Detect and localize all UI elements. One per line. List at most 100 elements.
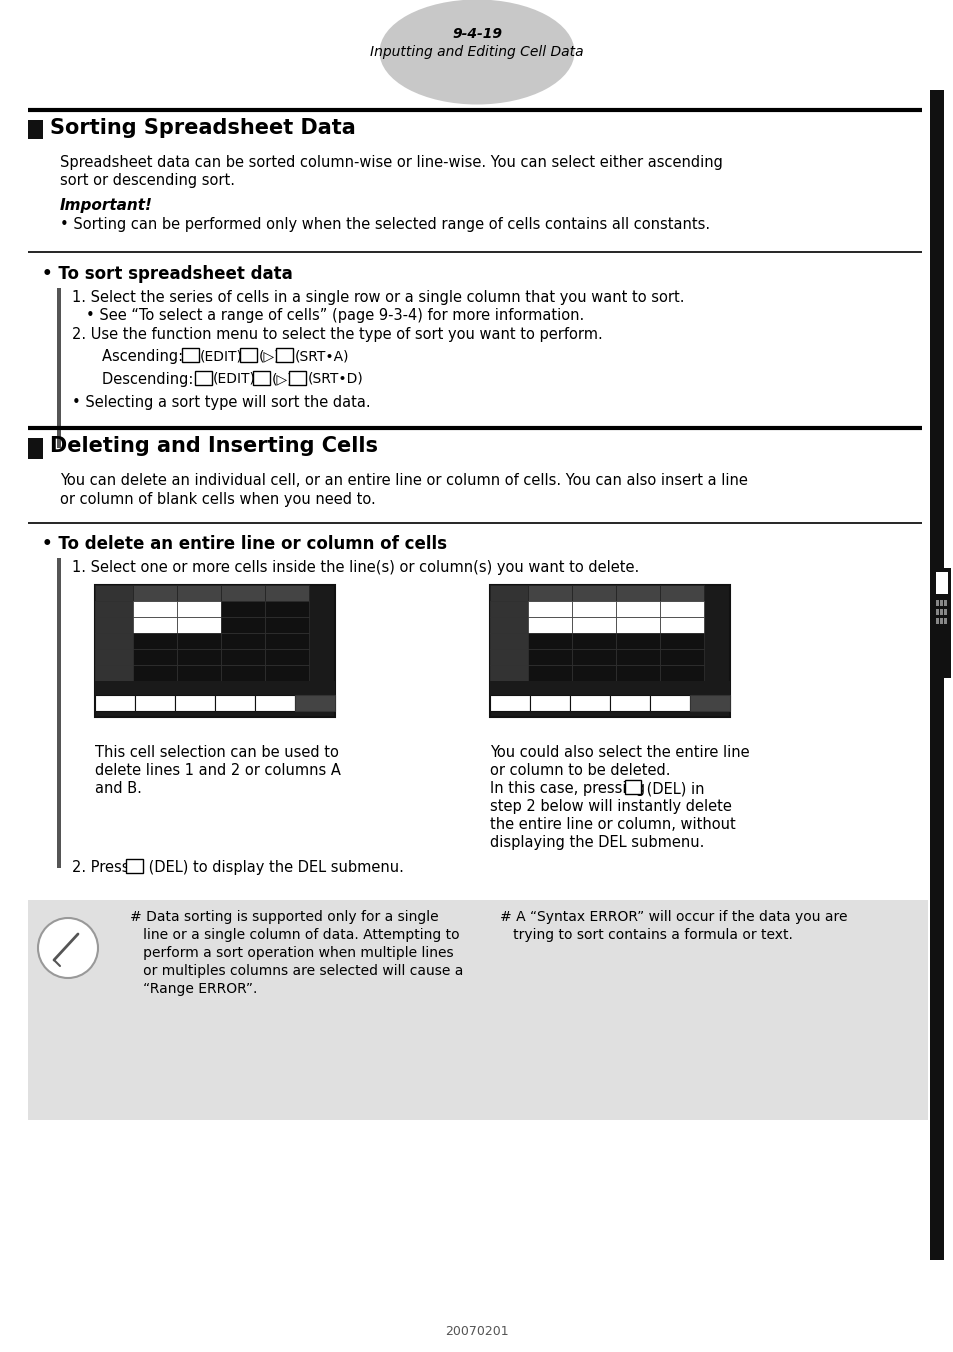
Text: Sorting Spreadsheet Data: Sorting Spreadsheet Data <box>50 118 355 138</box>
Text: 555: 555 <box>540 618 558 627</box>
Text: CELL: CELL <box>578 696 600 704</box>
Bar <box>572 617 616 633</box>
Bar <box>936 600 938 606</box>
Text: 777: 777 <box>277 618 296 627</box>
Text: 777: 777 <box>277 602 296 612</box>
Bar <box>659 633 703 649</box>
Bar <box>609 695 649 711</box>
Bar <box>616 633 659 649</box>
Bar <box>932 568 950 677</box>
Text: 888: 888 <box>584 634 602 644</box>
Text: 2. Press: 2. Press <box>71 860 134 875</box>
Bar <box>132 633 177 649</box>
Text: FILE: FILE <box>104 696 126 704</box>
Text: 555: 555 <box>233 602 253 612</box>
Text: F6: F6 <box>241 349 256 362</box>
Bar <box>177 665 221 681</box>
Bar <box>132 665 177 681</box>
Text: F2: F2 <box>183 349 198 362</box>
Bar <box>265 602 309 617</box>
Bar <box>254 695 294 711</box>
Bar <box>936 608 938 615</box>
Text: CUT: CUT <box>501 696 517 704</box>
Text: (SRT•A): (SRT•A) <box>294 349 349 362</box>
Bar <box>95 585 335 717</box>
Text: Z: Z <box>679 585 684 596</box>
Bar <box>490 681 729 695</box>
Text: 222: 222 <box>146 634 164 644</box>
Bar <box>265 633 309 649</box>
Text: 1: 1 <box>111 602 117 612</box>
Text: 20070201: 20070201 <box>445 1325 508 1338</box>
Bar <box>530 695 569 711</box>
Text: 888: 888 <box>277 650 296 660</box>
Text: • Selecting a sort type will sort the data.: • Selecting a sort type will sort the da… <box>71 395 370 410</box>
Text: (SRT•D): (SRT•D) <box>307 372 363 387</box>
Bar <box>221 602 265 617</box>
Text: (DEL) to display the DEL submenu.: (DEL) to display the DEL submenu. <box>144 860 404 875</box>
Text: F3: F3 <box>127 860 142 873</box>
Text: 555: 555 <box>540 602 558 612</box>
Bar <box>490 695 530 711</box>
Text: F2: F2 <box>277 349 292 362</box>
Bar <box>943 600 946 606</box>
Text: (EDIT): (EDIT) <box>213 372 255 387</box>
Bar <box>174 695 214 711</box>
Bar <box>182 347 199 362</box>
Text: JUMP: JUMP <box>618 696 640 704</box>
Bar <box>276 347 294 362</box>
Bar <box>221 585 265 602</box>
Text: Descending:: Descending: <box>102 372 198 387</box>
Text: This cell selection can be used to: This cell selection can be used to <box>95 745 338 760</box>
Text: 111: 111 <box>672 618 691 627</box>
Bar <box>95 695 135 711</box>
Text: SEQ: SEQ <box>661 696 678 704</box>
Text: (EDIT): (EDIT) <box>200 349 243 362</box>
Text: 2. Use the function menu to select the type of sort you want to perform.: 2. Use the function menu to select the t… <box>71 327 602 342</box>
Text: 0: 0 <box>634 634 640 644</box>
Bar <box>616 649 659 665</box>
Bar <box>940 600 942 606</box>
Text: Y: Y <box>635 585 640 596</box>
Bar <box>95 633 132 649</box>
Text: ▶: ▶ <box>706 696 712 704</box>
Text: and B.: and B. <box>95 781 142 796</box>
Bar <box>940 608 942 615</box>
Bar <box>659 602 703 617</box>
Bar <box>221 633 265 649</box>
Text: SHEE: SHEE <box>497 585 520 596</box>
Text: 222: 222 <box>146 650 164 660</box>
Bar <box>28 438 43 458</box>
Text: ▶: ▶ <box>312 696 317 704</box>
Bar <box>943 608 946 615</box>
Text: INS: INS <box>227 696 243 704</box>
Text: trying to sort contains a formula or text.: trying to sort contains a formula or tex… <box>499 927 792 942</box>
Text: 333: 333 <box>190 602 208 612</box>
Text: 666: 666 <box>233 634 253 644</box>
Bar <box>135 695 174 711</box>
Bar <box>490 665 527 681</box>
Bar <box>221 665 265 681</box>
Text: (▷): (▷) <box>258 349 279 362</box>
Bar <box>95 585 132 602</box>
Text: 111: 111 <box>146 618 164 627</box>
Text: 222: 222 <box>672 634 691 644</box>
Bar <box>28 120 43 139</box>
Text: In this case, pressing: In this case, pressing <box>490 781 649 796</box>
Text: 0: 0 <box>634 650 640 660</box>
Text: 4: 4 <box>111 650 117 660</box>
Text: 111: 111 <box>146 602 164 612</box>
Bar <box>95 681 335 695</box>
Text: (DEL) in: (DEL) in <box>641 781 704 796</box>
Bar <box>490 602 527 617</box>
Bar <box>177 585 221 602</box>
Text: 999: 999 <box>628 618 647 627</box>
Text: SHEE: SHEE <box>102 585 126 596</box>
Text: C: C <box>240 585 246 596</box>
Text: 999: 999 <box>628 602 647 612</box>
Bar <box>265 665 309 681</box>
Bar <box>689 695 729 711</box>
Text: • Sorting can be performed only when the selected range of cells contains all co: • Sorting can be performed only when the… <box>60 218 709 233</box>
Text: “Range ERROR”.: “Range ERROR”. <box>130 982 257 996</box>
Text: 3: 3 <box>111 634 117 644</box>
